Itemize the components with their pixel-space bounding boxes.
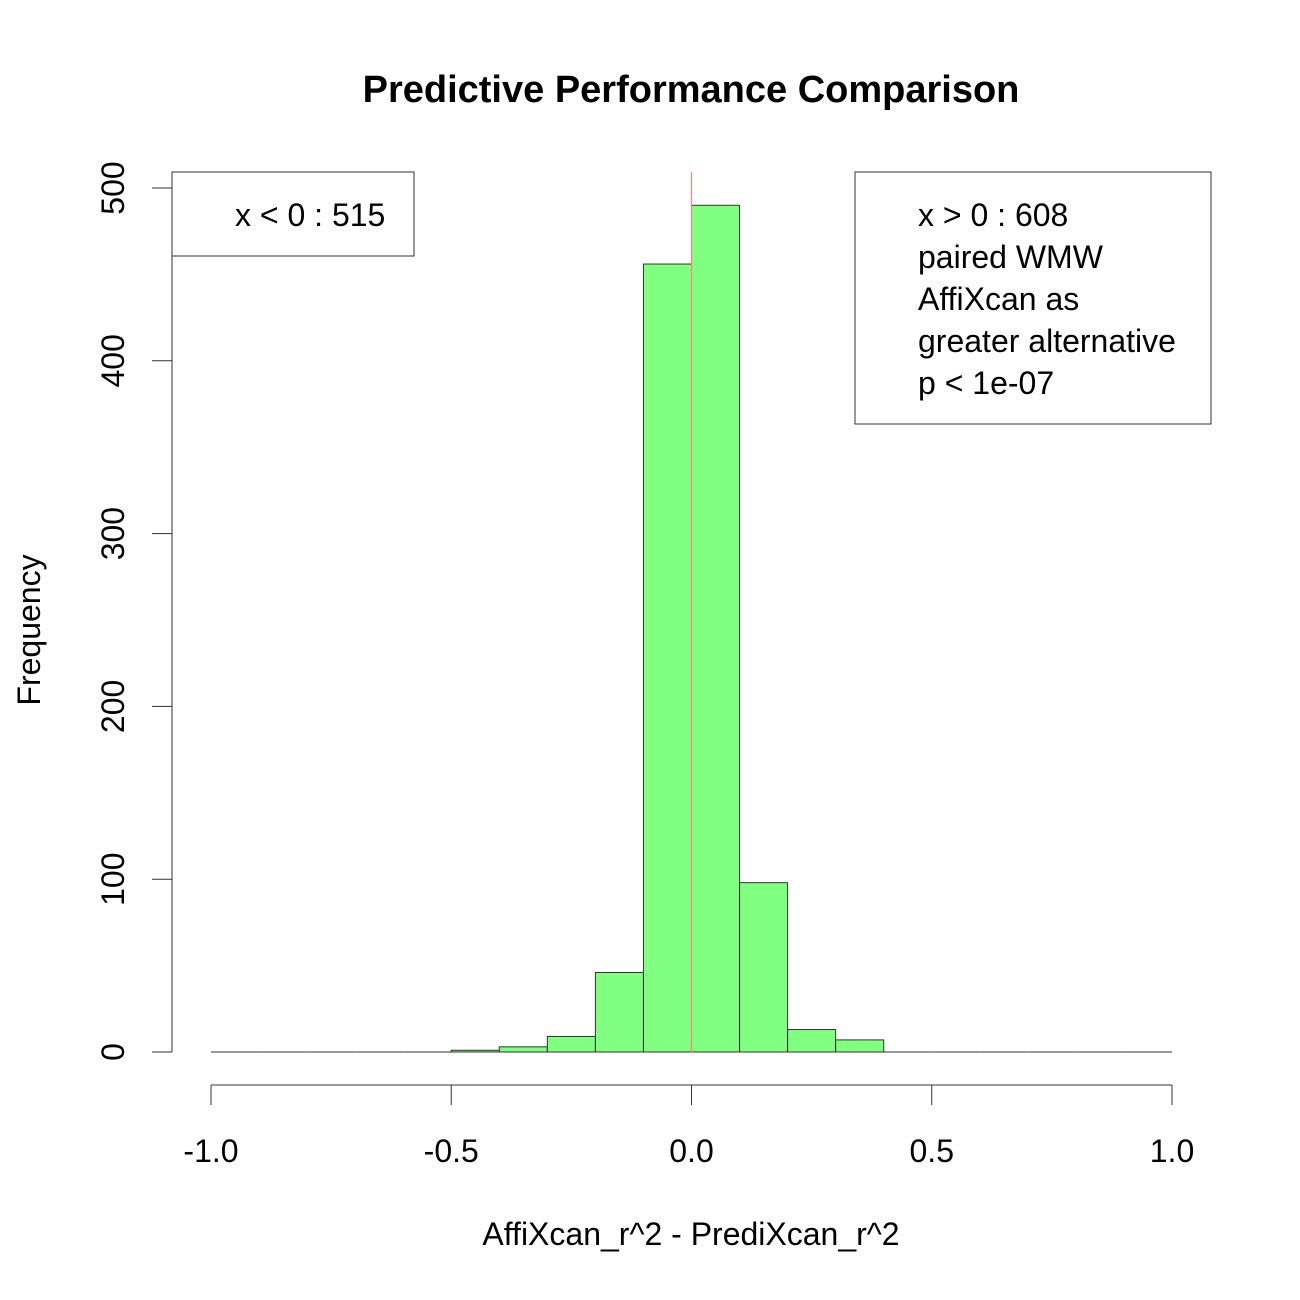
- histogram-bar: [787, 1029, 837, 1053]
- legend-text: x > 0 : 608: [918, 197, 1068, 233]
- legend-text: x < 0 : 515: [235, 197, 385, 233]
- histogram-bar: [835, 1039, 885, 1053]
- y-axis-label: Frequency: [11, 554, 47, 705]
- y-tick-label: 200: [95, 680, 131, 733]
- y-tick-label: 100: [95, 853, 131, 906]
- legend-text: AffiXcan as: [918, 281, 1079, 317]
- legend-positive-count-test: x > 0 : 608 paired WMW AffiXcan as greater …: [854, 171, 1212, 425]
- x-tick-label: 1.0: [1150, 1133, 1194, 1169]
- histogram-bar: [498, 1046, 548, 1053]
- y-tick-label: 500: [95, 161, 131, 214]
- histogram-bar: [739, 882, 789, 1053]
- x-tick-label: 0.5: [910, 1133, 954, 1169]
- legend-box: [171, 171, 415, 257]
- chart-title: Predictive Performance Comparison: [363, 69, 1020, 111]
- histogram-bar: [642, 263, 693, 1053]
- y-tick-label: 0: [95, 1043, 131, 1061]
- x-axis: -1.0 -0.5 0.0 0.5 1.0: [183, 1084, 1194, 1169]
- x-tick-label: -1.0: [183, 1133, 238, 1169]
- x-tick-label: 0.0: [669, 1133, 713, 1169]
- legend-negative-count: x < 0 : 515: [171, 171, 415, 257]
- y-tick-label: 400: [95, 334, 131, 387]
- histogram-bar: [450, 1049, 500, 1053]
- histogram-bar: [691, 204, 741, 1053]
- x-tick-label: -0.5: [424, 1133, 479, 1169]
- legend-text: paired WMW: [918, 239, 1104, 275]
- x-axis-label: AffiXcan_r^2 - PrediXcan_r^2: [482, 1216, 899, 1252]
- legend-box: [854, 171, 1212, 425]
- histogram-bars: [211, 204, 1172, 1053]
- y-tick-label: 300: [95, 507, 131, 560]
- legend-text: greater alternative: [918, 323, 1176, 359]
- histogram-bar: [594, 972, 644, 1053]
- legend-text: p < 1e-07: [918, 365, 1054, 401]
- histogram-bar: [546, 1035, 596, 1053]
- y-axis: 0 100 200 300 400 500: [95, 161, 173, 1061]
